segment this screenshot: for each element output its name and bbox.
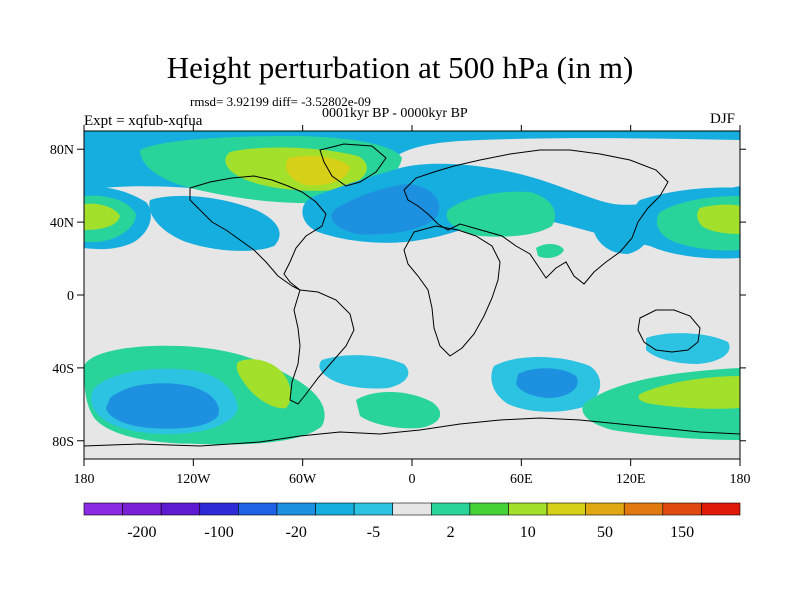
colorbar-label: 150 xyxy=(670,524,694,541)
colorbar-label: -5 xyxy=(367,524,380,541)
coastline-australia xyxy=(637,309,701,353)
coastline-north-america xyxy=(189,175,327,291)
lon-tick-label: 120E xyxy=(616,472,646,487)
period-label: 0001kyr BP - 0000kyr BP xyxy=(322,106,468,121)
lon-tick-label: 60W xyxy=(289,472,317,487)
coastline-antarctica xyxy=(84,417,740,447)
colorbar-swatch xyxy=(238,502,278,516)
colorbar-swatch xyxy=(353,502,394,516)
colorbar-label: 50 xyxy=(597,524,613,541)
contour-region-atlantic-core xyxy=(331,184,440,235)
colorbar-swatch xyxy=(585,502,625,516)
colorbar-swatch xyxy=(392,502,432,516)
season-label: DJF xyxy=(710,111,736,127)
contour-region-south-pacific-blue xyxy=(106,383,219,429)
coastline-south-america xyxy=(289,289,355,405)
contour-region-australia-cyan xyxy=(646,333,730,364)
contour-region-pacific-west-lime xyxy=(84,203,120,230)
lat-tick-label: 40S xyxy=(52,362,74,377)
colorbar-label: -100 xyxy=(204,524,233,541)
contour-region-south-america-lime xyxy=(236,359,291,409)
colorbar-label: -20 xyxy=(286,524,307,541)
coastline-greenland xyxy=(319,143,387,187)
contour-region-indian-blue xyxy=(516,368,578,398)
contour-region-south-atlantic xyxy=(319,355,409,389)
lat-tick-label: 0 xyxy=(67,289,74,304)
lon-tick-label: 0 xyxy=(409,472,416,487)
colorbar-swatch xyxy=(276,502,316,516)
colorbar-swatch xyxy=(623,502,664,516)
rmsd-stats: rmsd= 3.92199 diff= -3.52802e-09 xyxy=(190,94,371,109)
map-title: Height perturbation at 500 hPa (in m) xyxy=(166,50,634,85)
colorbar-label: 2 xyxy=(447,524,455,541)
lat-tick-label: 40N xyxy=(50,216,74,231)
contour-fields xyxy=(84,131,740,447)
colorbar-swatch xyxy=(701,502,741,516)
lat-tick-label: 80S xyxy=(52,435,74,450)
colorbar-swatch xyxy=(160,502,201,516)
colorbar-swatch xyxy=(508,502,548,516)
colorbar-swatch xyxy=(546,502,586,516)
contour-region-southern-ocean-lime xyxy=(638,376,740,409)
colorbar-label: -200 xyxy=(127,524,156,541)
coastline-eurasia xyxy=(403,149,669,285)
contour-region-pacific-east-lime xyxy=(697,204,740,234)
colorbar-swatch xyxy=(122,502,162,516)
coastlines xyxy=(84,143,740,447)
colorbar-swatch xyxy=(662,502,702,516)
colorbar: -200 -100 -20 -5 2 10 50 150 xyxy=(83,502,741,541)
contour-region-indian-green xyxy=(356,391,441,429)
lat-tick-label: 80N xyxy=(50,143,74,158)
colorbar-swatch xyxy=(199,502,239,516)
colorbar-swatch xyxy=(469,502,509,516)
colorbar-label: 10 xyxy=(520,524,536,541)
lon-tick-label: 180 xyxy=(730,472,751,487)
latitude-axis: 80N 40N 0 40S 80S xyxy=(50,143,746,450)
colorbar-swatch xyxy=(83,502,123,516)
lon-tick-label: 60E xyxy=(510,472,533,487)
contour-region-asia-green xyxy=(446,191,556,237)
contour-region-japan-blue xyxy=(594,213,651,254)
lon-tick-label: 180 xyxy=(74,472,95,487)
lon-tick-label: 120W xyxy=(176,472,211,487)
contour-region-india-green xyxy=(536,244,564,258)
longitude-axis: 180 120W 60W 0 60E 120E 180 xyxy=(74,125,751,487)
experiment-label: Expt = xqfub-xqfua xyxy=(84,113,203,129)
coastline-africa xyxy=(403,225,501,357)
colorbar-swatch xyxy=(315,502,355,516)
colorbar-swatch xyxy=(430,502,471,516)
